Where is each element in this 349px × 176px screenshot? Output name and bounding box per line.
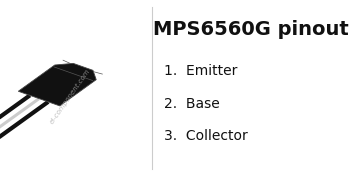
Text: 2.  Base: 2. Base — [164, 97, 220, 111]
Text: 1.  Emitter: 1. Emitter — [164, 64, 237, 78]
Text: MPS6560G pinout: MPS6560G pinout — [153, 20, 348, 39]
Text: 3.  Collector: 3. Collector — [164, 129, 248, 143]
Polygon shape — [18, 63, 96, 106]
Text: el-component.com: el-component.com — [49, 68, 91, 125]
